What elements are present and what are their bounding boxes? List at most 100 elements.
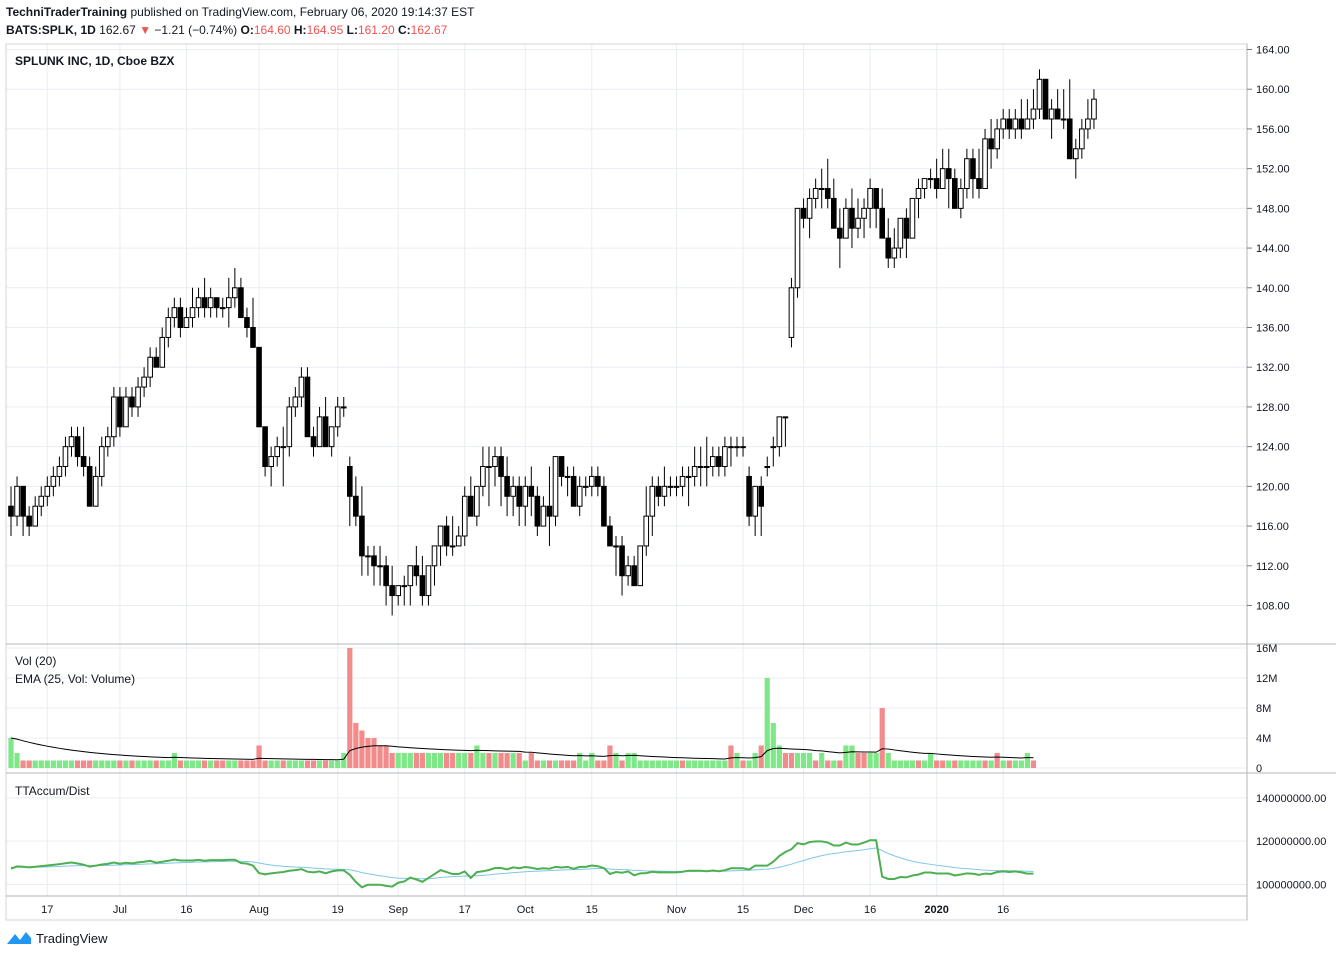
candle-up[interactable]	[340, 406, 347, 409]
volume-bar-down[interactable]	[607, 745, 613, 769]
candle-up[interactable]	[939, 168, 946, 189]
candle-up[interactable]	[492, 456, 498, 468]
candle-down[interactable]	[129, 396, 135, 408]
candle-down[interactable]	[534, 495, 541, 527]
volume-bar-down[interactable]	[450, 753, 456, 768]
volume-bar-down[interactable]	[214, 760, 220, 769]
volume-bar-up[interactable]	[807, 753, 813, 768]
candle-down[interactable]	[177, 307, 184, 328]
candle-down[interactable]	[250, 327, 256, 348]
candle-up[interactable]	[891, 247, 898, 259]
candle-down[interactable]	[443, 525, 450, 547]
candle-down[interactable]	[528, 485, 535, 497]
candle-up[interactable]	[1085, 118, 1091, 130]
candle-up[interactable]	[728, 446, 734, 449]
volume-bar-down[interactable]	[679, 760, 686, 769]
candle-down[interactable]	[322, 416, 329, 448]
volume-bar-down[interactable]	[565, 760, 571, 769]
candle-up[interactable]	[794, 207, 801, 289]
candle-up[interactable]	[643, 515, 650, 547]
volume-bar-up[interactable]	[341, 753, 347, 768]
volume-bar-up[interactable]	[195, 760, 202, 769]
volume-bar-up[interactable]	[946, 760, 952, 769]
candle-up[interactable]	[92, 475, 99, 507]
candle-down[interactable]	[238, 287, 244, 319]
candle-up[interactable]	[576, 485, 583, 507]
candle-up[interactable]	[1048, 108, 1055, 120]
volume-bar-down[interactable]	[347, 648, 353, 768]
volume-bar-up[interactable]	[335, 760, 341, 769]
volume-bar-up[interactable]	[183, 760, 190, 769]
candle-down[interactable]	[413, 565, 420, 577]
candle-up[interactable]	[855, 217, 861, 229]
candle-up[interactable]	[982, 138, 988, 190]
volume-bar-down[interactable]	[879, 708, 885, 768]
volume-bar-down[interactable]	[365, 738, 371, 768]
candle-down[interactable]	[256, 346, 262, 428]
volume-bar-down[interactable]	[353, 723, 359, 768]
volume-bar-up[interactable]	[710, 760, 716, 769]
volume-bar-up[interactable]	[226, 760, 232, 769]
volume-bar-down[interactable]	[244, 760, 250, 769]
volume-bar-up[interactable]	[431, 753, 438, 768]
price-pane[interactable]	[8, 69, 1097, 616]
volume-bar-down[interactable]	[601, 760, 607, 769]
candle-up[interactable]	[111, 396, 117, 438]
accum-dist-line[interactable]	[10, 839, 1034, 889]
candle-up[interactable]	[38, 495, 45, 507]
volume-bar-down[interactable]	[377, 745, 383, 769]
candle-up[interactable]	[280, 446, 287, 449]
candle-down[interactable]	[558, 456, 565, 477]
candle-down[interactable]	[976, 178, 982, 189]
volume-bar-up[interactable]	[988, 760, 994, 769]
volume-bar-up[interactable]	[661, 760, 667, 769]
candle-up[interactable]	[510, 485, 516, 497]
candle-up[interactable]	[770, 446, 777, 449]
volume-bar-up[interactable]	[298, 760, 304, 769]
volume-bar-up[interactable]	[964, 760, 970, 769]
candle-up[interactable]	[964, 158, 970, 189]
volume-bar-up[interactable]	[474, 745, 480, 769]
candle-down[interactable]	[80, 456, 87, 468]
volume-bar-up[interactable]	[716, 760, 722, 769]
candle-up[interactable]	[994, 128, 1000, 150]
volume-bar-down[interactable]	[304, 760, 311, 769]
volume-bar-up[interactable]	[631, 753, 637, 768]
volume-bar-up[interactable]	[401, 753, 407, 768]
candle-up[interactable]	[673, 485, 680, 488]
volume-bar-down[interactable]	[468, 753, 474, 768]
volume-bar-down[interactable]	[782, 753, 788, 768]
volume-bar-up[interactable]	[189, 760, 196, 769]
candle-up[interactable]	[540, 505, 547, 527]
volume-bar-down[interactable]	[528, 753, 534, 768]
candle-down[interactable]	[347, 466, 353, 497]
volume-bar-down[interactable]	[117, 760, 123, 769]
volume-bar-down[interactable]	[359, 730, 365, 769]
volume-bar-up[interactable]	[292, 760, 298, 769]
volume-bar-up[interactable]	[1012, 760, 1018, 769]
volume-bar-up[interactable]	[686, 760, 692, 769]
candle-down[interactable]	[945, 168, 952, 180]
candle-up[interactable]	[123, 396, 129, 428]
volume-bar-up[interactable]	[692, 760, 698, 769]
candle-up[interactable]	[401, 585, 408, 588]
candle-up[interactable]	[56, 466, 63, 477]
volume-bar-up[interactable]	[135, 760, 141, 769]
volume-bar-down[interactable]	[371, 738, 377, 768]
candle-down[interactable]	[201, 297, 208, 309]
publisher-name[interactable]: TechniTraderTraining	[6, 5, 128, 19]
candle-down[interactable]	[546, 505, 553, 517]
candle-up[interactable]	[843, 207, 849, 239]
volume-bar-up[interactable]	[1024, 753, 1030, 768]
volume-bar-up[interactable]	[831, 760, 837, 769]
volume-bar-up[interactable]	[583, 760, 589, 769]
candle-up[interactable]	[1079, 128, 1085, 150]
volume-bar-up[interactable]	[56, 760, 62, 769]
volume-bar-down[interactable]	[486, 753, 492, 768]
volume-bar-down[interactable]	[534, 760, 540, 769]
candle-down[interactable]	[244, 317, 250, 329]
candle-down[interactable]	[304, 376, 311, 438]
volume-bar-up[interactable]	[93, 760, 99, 769]
candle-down[interactable]	[570, 475, 577, 507]
candle-up[interactable]	[522, 485, 529, 507]
